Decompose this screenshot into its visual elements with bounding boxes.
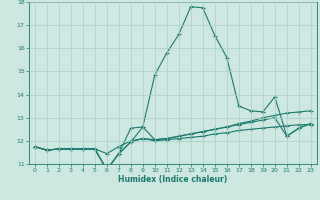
X-axis label: Humidex (Indice chaleur): Humidex (Indice chaleur): [118, 175, 228, 184]
